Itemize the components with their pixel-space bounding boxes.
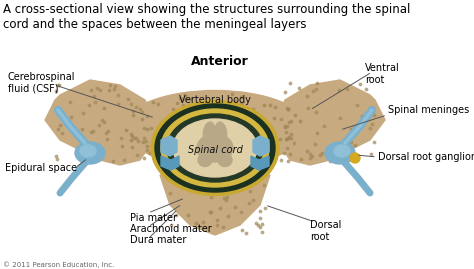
Ellipse shape [198,154,212,167]
Polygon shape [45,80,155,165]
Polygon shape [253,136,269,156]
Text: Arachnoid mater: Arachnoid mater [130,224,212,234]
Ellipse shape [161,109,269,187]
Ellipse shape [325,142,355,164]
Text: Anterior: Anterior [191,55,249,68]
Ellipse shape [167,114,263,182]
Text: Spinal cord: Spinal cord [188,145,242,155]
Ellipse shape [151,101,279,196]
Text: Cerebrospinal
fluid (CSF): Cerebrospinal fluid (CSF) [8,72,75,94]
Ellipse shape [203,122,215,142]
Ellipse shape [155,104,275,192]
Polygon shape [161,156,179,170]
Ellipse shape [173,119,257,177]
Text: Pia mater: Pia mater [130,213,177,223]
Text: Spinal meninges: Spinal meninges [388,105,469,115]
Ellipse shape [218,154,232,167]
Polygon shape [251,156,269,170]
Polygon shape [275,80,385,165]
Ellipse shape [334,145,350,157]
Text: Dorsal
root: Dorsal root [310,220,341,242]
Ellipse shape [122,90,308,165]
Circle shape [350,153,360,163]
Text: © 2011 Pearson Education, Inc.: © 2011 Pearson Education, Inc. [3,262,114,268]
Ellipse shape [80,145,96,157]
Polygon shape [160,175,270,235]
Text: Ventral
root: Ventral root [365,63,400,84]
Text: Epidural space: Epidural space [5,163,77,173]
Ellipse shape [215,122,227,142]
Text: Dura mater: Dura mater [130,235,186,245]
Text: A cross-sectional view showing the structures surrounding the spinal
cord and th: A cross-sectional view showing the struc… [3,3,410,31]
Text: Dorsal root ganglion: Dorsal root ganglion [378,152,474,162]
Ellipse shape [197,134,233,162]
Polygon shape [161,136,177,156]
Ellipse shape [75,142,105,164]
Text: Vertebral body: Vertebral body [179,95,251,105]
